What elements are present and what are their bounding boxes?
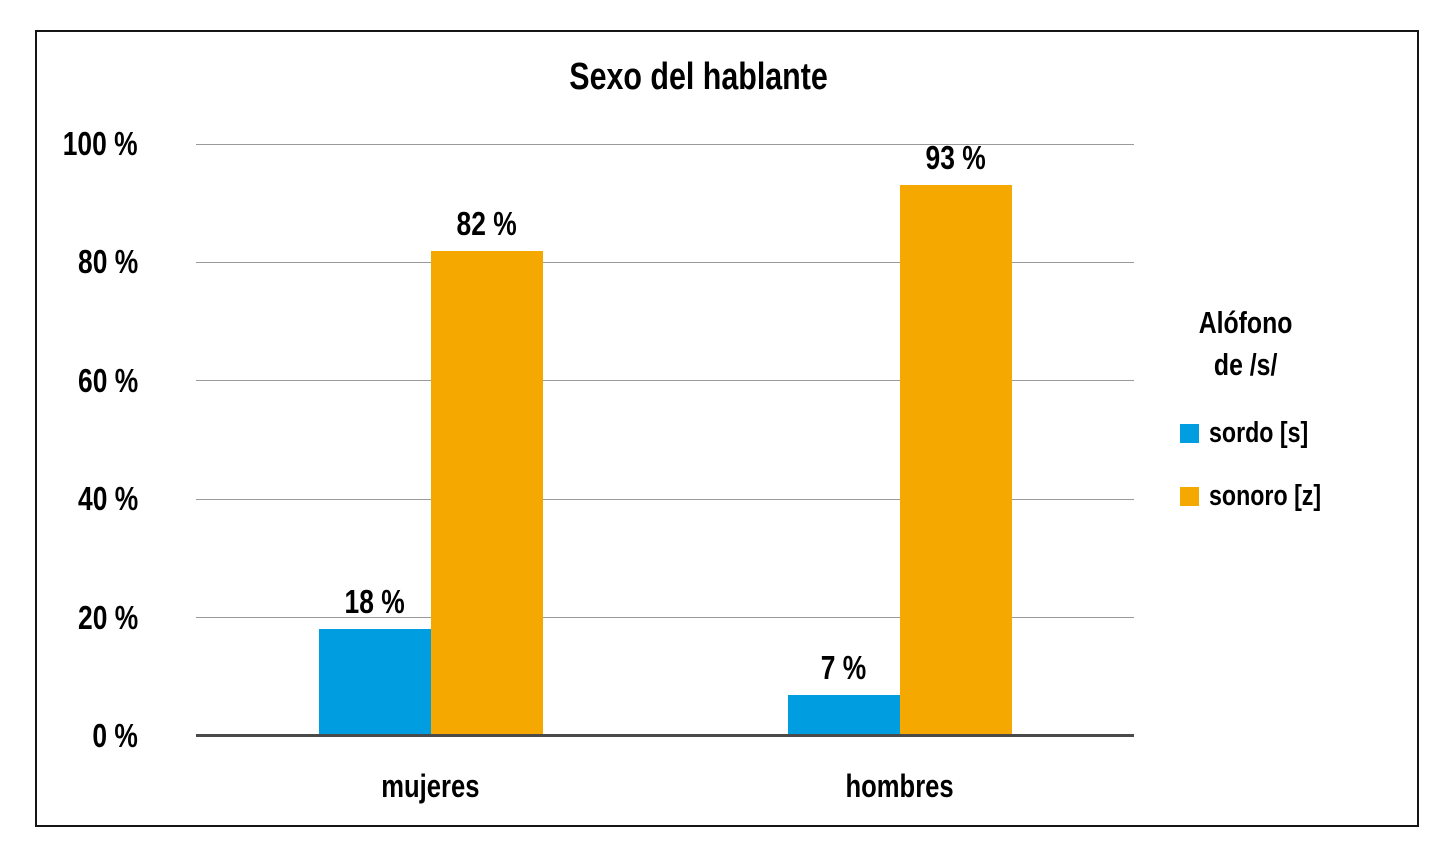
legend-title-text: Alófono	[1199, 305, 1293, 340]
legend-swatch-sonoro-z	[1180, 486, 1199, 506]
y-tick-label-0: 0 %	[40, 717, 139, 754]
y-tick-label-60: 60 %	[40, 361, 138, 399]
gridline-80	[196, 261, 1134, 263]
value-label-mujeres-sordo-s: 18 %	[295, 585, 455, 619]
bar-mujeres-sonoro-z	[430, 250, 543, 736]
gridline-20	[196, 617, 1134, 619]
category-label-text: mujeres	[381, 768, 480, 804]
y-tick-text: 60 %	[77, 361, 138, 399]
value-label-text: 93 %	[925, 139, 986, 177]
x-axis-line	[196, 734, 1134, 737]
legend-title-line-2: de /s/	[1180, 344, 1312, 386]
chart-title: Sexo del hablante	[399, 55, 999, 99]
y-tick-text: 100 %	[63, 125, 138, 162]
y-tick-label-20: 20 %	[40, 598, 138, 636]
chart-frame	[35, 30, 1419, 827]
value-label-hombres-sordo-s: 7 %	[764, 648, 924, 686]
bar-mujeres-sordo-s	[318, 629, 431, 736]
y-tick-label-80: 80 %	[40, 245, 138, 279]
y-tick-label-100: 100 %	[40, 127, 138, 161]
bar-hombres-sordo-s	[787, 694, 900, 736]
legend-title-line-1: Alófono	[1180, 302, 1312, 344]
value-label-mujeres-sonoro-z: 82 %	[407, 204, 567, 242]
legend-item-sonoro-z: sonoro [z]	[1180, 480, 1360, 513]
value-label-text: 82 %	[456, 204, 517, 242]
chart-title-text: Sexo del hablante	[569, 56, 829, 98]
legend-items: sordo [s] sonoro [z]	[1180, 417, 1360, 513]
plot-area: 18 % 82 % 7 % 93 %	[196, 141, 1134, 737]
legend-label-text: sordo [s]	[1209, 416, 1309, 449]
gridline-60	[196, 380, 1134, 382]
category-label-text: hombres	[845, 768, 954, 804]
legend-title-text: de /s/	[1214, 347, 1278, 382]
category-label-mujeres: mujeres	[281, 768, 581, 804]
legend-label-sonoro-z: sonoro [z]	[1209, 480, 1349, 513]
value-label-text: 18 %	[344, 583, 405, 621]
legend-label-sordo-s: sordo [s]	[1209, 417, 1333, 450]
value-label-text: 7 %	[820, 648, 867, 686]
value-label-hombres-sonoro-z: 93 %	[876, 141, 1036, 175]
legend-swatch-sordo-s	[1180, 423, 1199, 443]
y-tick-text: 40 %	[77, 480, 138, 518]
legend: Alófono de /s/ sordo [s] sonoro [z]	[1180, 302, 1360, 513]
y-tick-text: 0 %	[92, 717, 139, 754]
category-label-hombres: hombres	[750, 768, 1050, 804]
gridline-40	[196, 498, 1134, 500]
legend-label-text: sonoro [z]	[1209, 479, 1322, 512]
y-tick-text: 80 %	[77, 243, 138, 281]
y-tick-text: 20 %	[77, 598, 138, 636]
bar-hombres-sonoro-z	[899, 185, 1012, 736]
gridline-100	[196, 143, 1134, 145]
y-tick-label-40: 40 %	[40, 482, 138, 516]
legend-title: Alófono de /s/	[1180, 302, 1312, 386]
legend-item-sordo-s: sordo [s]	[1180, 417, 1360, 450]
